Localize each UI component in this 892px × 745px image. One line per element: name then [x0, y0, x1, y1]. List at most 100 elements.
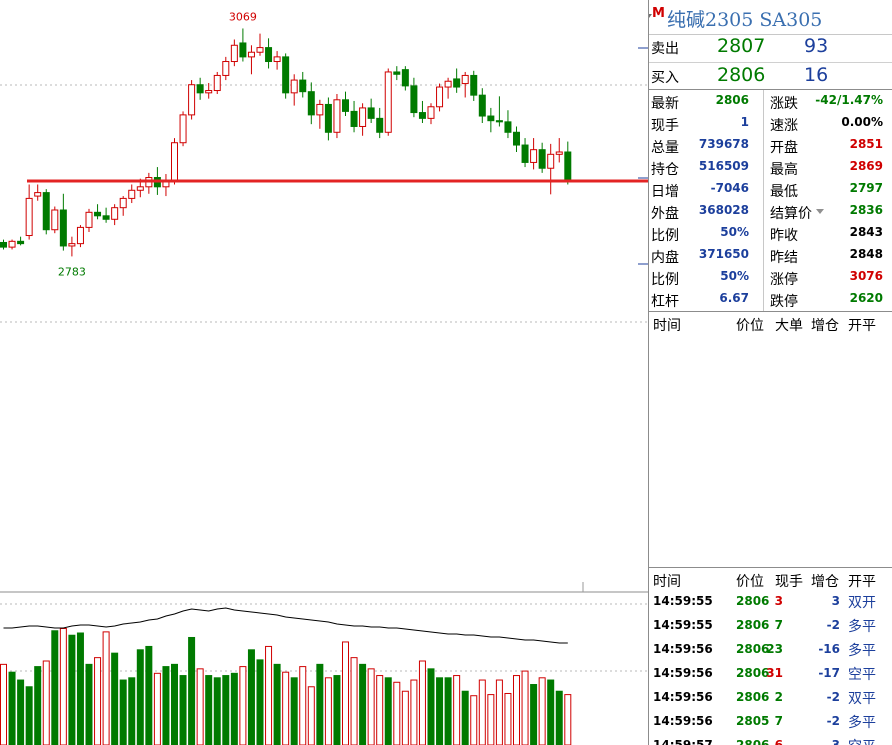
book-bottom-divider: [649, 89, 892, 90]
quote-label: 内盘: [651, 250, 679, 266]
tick-time: 14:59:56: [653, 714, 713, 728]
tick-time: 14:59:57: [653, 738, 713, 745]
tick-type: 多平: [848, 643, 876, 659]
volume-bar: [564, 694, 572, 745]
volume-bar: [367, 668, 375, 745]
tick-time: 14:59:56: [653, 642, 713, 656]
tick-row[interactable]: 14:59:56 2806 31 -17 空平: [649, 661, 892, 685]
candle-body: [196, 84, 204, 94]
candle-body: [222, 61, 230, 76]
candle-body: [42, 192, 50, 231]
quote-row: 杠杆 6.67 跌停 2620: [649, 288, 892, 310]
low-price-label: 2783: [58, 265, 86, 278]
dropdown-triangle-icon[interactable]: [816, 209, 824, 214]
quote-value: 2797: [849, 181, 883, 195]
book-divider: [649, 62, 892, 63]
quote-value: 2851: [849, 137, 883, 151]
candle-body: [25, 197, 33, 237]
volume-bar: [290, 677, 298, 745]
market-badge: M: [652, 6, 665, 21]
volume-bar: [547, 679, 555, 745]
quote-value: 6.67: [719, 291, 749, 305]
volume-bar: [247, 649, 255, 745]
candle-body: [68, 243, 76, 247]
quote-label: 昨收: [770, 228, 798, 244]
tick-row[interactable]: 14:59:56 2806 2 -2 双平: [649, 685, 892, 709]
volume-bar: [205, 675, 213, 745]
volume-bar: [8, 671, 16, 745]
quote-value: 1: [740, 115, 749, 129]
volume-bar: [162, 666, 170, 745]
tick-volume: 7: [774, 618, 783, 632]
candle-body: [513, 131, 520, 146]
volume-bar: [513, 675, 520, 745]
ask-label: 卖出: [651, 41, 679, 57]
kline-chart[interactable]: 3069 2783: [0, 0, 648, 745]
volume-bar: [136, 649, 144, 745]
collapse-triangle-icon[interactable]: [649, 14, 652, 22]
tick-price: 2806: [736, 666, 770, 680]
volume-bar: [487, 694, 495, 745]
candle-body: [239, 42, 247, 58]
candle-body: [504, 121, 512, 133]
tick-row[interactable]: 14:59:55 2806 7 -2 多平: [649, 613, 892, 637]
quote-value: 2848: [849, 247, 883, 261]
volume-bar: [76, 632, 84, 745]
tick-price: 2806: [736, 594, 770, 608]
col-type: 开平: [848, 574, 876, 590]
candle-body: [444, 80, 452, 88]
candle-body: [401, 69, 409, 87]
volume-bar: [342, 641, 349, 745]
col-type: 开平: [848, 318, 876, 334]
quote-row: 现手 1 速涨 0.00%: [649, 112, 892, 134]
volume-bar: [256, 659, 264, 745]
candle-body: [265, 47, 273, 63]
tick-row[interactable]: 14:59:55 2806 3 3 双开: [649, 589, 892, 613]
candle-body: [316, 103, 324, 116]
volume-bar: [470, 695, 478, 745]
high-price-label: 3069: [229, 10, 257, 23]
candle-body: [418, 112, 426, 119]
quote-label: 涨跌: [770, 96, 798, 112]
candle-body: [436, 86, 444, 108]
kline-chart-area[interactable]: 3069 2783: [0, 0, 648, 745]
ask-row[interactable]: 卖出 2807 93: [649, 33, 892, 62]
volume-bar: [196, 668, 204, 745]
candle-body: [290, 79, 298, 94]
tick-row[interactable]: 14:59:56 2805 7 -2 多平: [649, 709, 892, 733]
tick-row[interactable]: 14:59:56 2806 23 -16 多平: [649, 637, 892, 661]
volume-bar: [495, 679, 503, 745]
contract-title-row: M 纯碱2305 SA305: [649, 0, 892, 35]
tick-oi-change: -17: [818, 666, 840, 680]
candle-body: [307, 91, 315, 116]
quote-panel: M 纯碱2305 SA305 卖出 2807 93 买入 2806 16 最新 2…: [648, 0, 892, 745]
volume-bar: [530, 684, 538, 745]
tick-row[interactable]: 14:59:57 2806 6 3 空平: [649, 733, 892, 745]
volume-bar: [273, 663, 281, 745]
candle-body: [111, 207, 119, 220]
quote-value: 0.00%: [841, 115, 883, 129]
candle-body: [119, 197, 127, 209]
volume-bar: [94, 657, 102, 745]
volume-bar: [34, 666, 42, 745]
volume-bar: [376, 675, 384, 745]
candle-body: [333, 99, 341, 133]
candle-body: [495, 120, 503, 123]
tick-price: 2806: [736, 738, 770, 745]
quote-label: 开盘: [770, 140, 798, 156]
quote-row: 比例 50% 昨收 2843: [649, 222, 892, 244]
tick-volume: 3: [774, 594, 783, 608]
volume-bar: [410, 679, 418, 745]
candle-body: [564, 151, 572, 182]
candle-body: [256, 47, 264, 53]
contract-title[interactable]: 纯碱2305 SA305: [667, 9, 823, 31]
quote-label: 最高: [770, 162, 798, 178]
candle-body: [324, 103, 332, 133]
volume-bar: [538, 677, 546, 745]
bid-row[interactable]: 买入 2806 16: [649, 62, 892, 91]
tick-time: 14:59:56: [653, 666, 713, 680]
volume-bar: [102, 631, 110, 745]
volume-bar: [153, 672, 161, 745]
volume-bar: [145, 645, 153, 745]
volume-bar: [25, 686, 33, 745]
